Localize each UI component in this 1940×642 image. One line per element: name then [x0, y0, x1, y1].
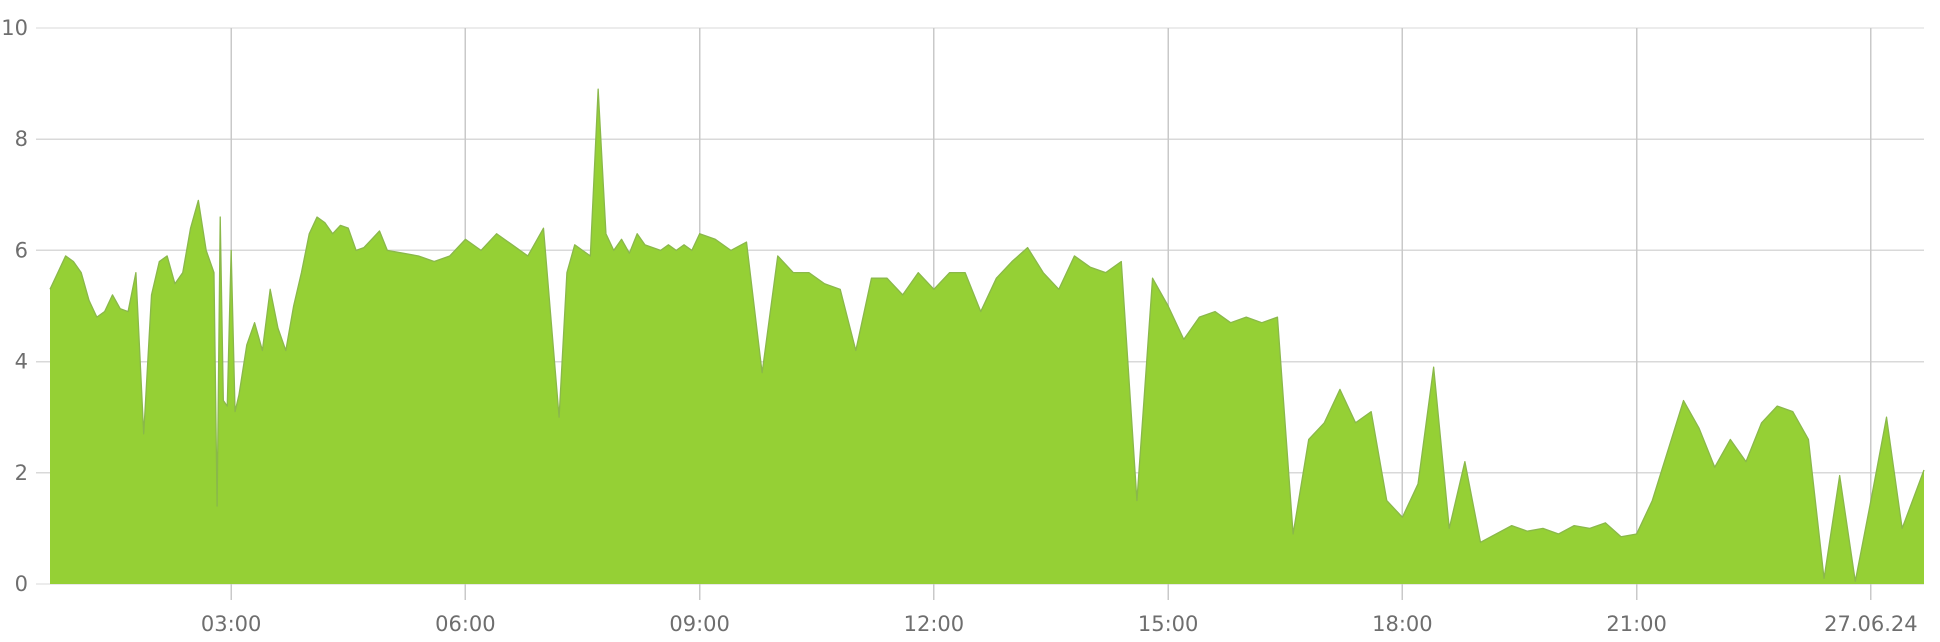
area-series-fill: [50, 89, 1924, 584]
y-axis-tick-label: 8: [15, 127, 28, 151]
x-axis-tick-label: 06:00: [435, 612, 496, 636]
y-axis-tick-label: 0: [15, 572, 28, 596]
x-axis-tick-label: 21:00: [1606, 612, 1667, 636]
x-axis-tick-label: 27.06.24: [1824, 612, 1918, 636]
y-axis-tick-label: 4: [15, 350, 28, 374]
y-axis-tick-label: 2: [15, 461, 28, 485]
y-axis-tick-label: 6: [15, 238, 28, 262]
y-axis-labels: 0 2 4 6 8 10: [1, 16, 28, 596]
y-axis-tick-label: 10: [1, 16, 28, 40]
area-series-line: [49, 88, 1925, 582]
x-axis-tick-label: 09:00: [669, 612, 730, 636]
x-axis-labels: 03:00 06:00 09:00 12:00 15:00 18:00 21:00 27.06…: [201, 612, 1918, 636]
x-axis-tick-label: 15:00: [1138, 612, 1199, 636]
x-axis-tick-label: 18:00: [1372, 612, 1433, 636]
x-axis-tick-label: 12:00: [904, 612, 965, 636]
y-axis-tick-dashes: [36, 27, 50, 585]
x-axis-tick-label: 03:00: [201, 612, 262, 636]
